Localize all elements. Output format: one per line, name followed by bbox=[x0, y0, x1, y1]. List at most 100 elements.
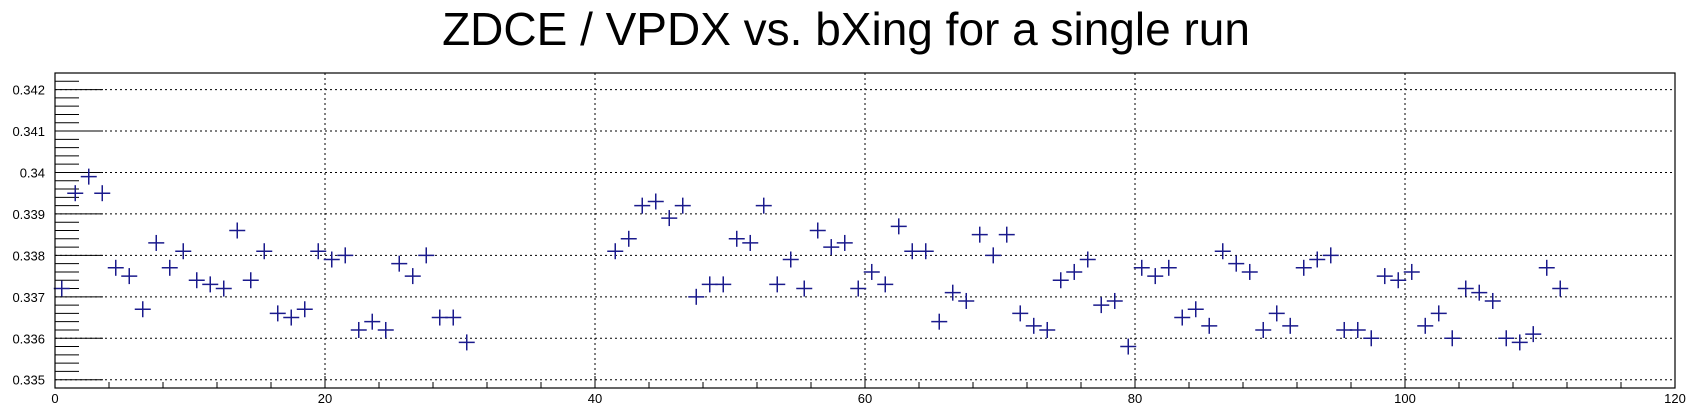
data-point bbox=[1349, 321, 1366, 338]
data-point bbox=[1268, 305, 1285, 322]
data-point bbox=[1282, 317, 1299, 334]
data-point bbox=[53, 280, 70, 297]
data-point bbox=[1363, 330, 1380, 347]
data-point bbox=[1471, 284, 1488, 301]
data-point bbox=[1228, 255, 1245, 272]
data-point bbox=[256, 243, 273, 260]
data-point bbox=[1025, 317, 1042, 334]
data-point bbox=[904, 243, 921, 260]
x-tick-label: 80 bbox=[1128, 391, 1142, 406]
data-point bbox=[1052, 272, 1069, 289]
data-point bbox=[890, 218, 907, 235]
grid-lines bbox=[55, 73, 1675, 388]
data-point bbox=[377, 321, 394, 338]
data-point bbox=[1174, 309, 1191, 326]
data-point bbox=[782, 251, 799, 268]
x-tick-label: 100 bbox=[1394, 391, 1416, 406]
data-point bbox=[674, 197, 691, 214]
axes: 0 20 40 60 80 100 120 0.335 0.336 0.337 0.338 0.339… bbox=[12, 72, 1686, 406]
data-point bbox=[958, 292, 975, 309]
data-point bbox=[161, 259, 178, 276]
data-point bbox=[931, 313, 948, 330]
data-point bbox=[850, 280, 867, 297]
data-point bbox=[607, 243, 624, 260]
y-tick-label: 0.341 bbox=[12, 124, 45, 139]
data-point bbox=[242, 272, 259, 289]
data-point bbox=[1147, 268, 1164, 285]
data-point bbox=[148, 234, 165, 251]
data-point bbox=[350, 321, 367, 338]
data-point bbox=[188, 272, 205, 289]
data-point bbox=[1255, 321, 1272, 338]
y-tick-label: 0.338 bbox=[12, 248, 45, 263]
data-point bbox=[1538, 259, 1555, 276]
data-point bbox=[1417, 317, 1434, 334]
data-point bbox=[80, 168, 97, 185]
data-point bbox=[229, 222, 246, 239]
x-tick-label: 0 bbox=[51, 391, 58, 406]
x-tick-label: 40 bbox=[588, 391, 602, 406]
data-point bbox=[458, 334, 475, 351]
data-point bbox=[94, 185, 111, 202]
data-point bbox=[1066, 263, 1083, 280]
chart-title: ZDCE / VPDX vs. bXing for a single run bbox=[442, 3, 1250, 55]
x-tick-label: 120 bbox=[1664, 391, 1686, 406]
data-point bbox=[863, 263, 880, 280]
data-point bbox=[121, 268, 138, 285]
data-point bbox=[1120, 338, 1137, 355]
data-point bbox=[1322, 247, 1339, 264]
data-point bbox=[134, 301, 151, 318]
data-point bbox=[1403, 263, 1420, 280]
data-point bbox=[269, 305, 286, 322]
data-point bbox=[1444, 330, 1461, 347]
y-tick-label: 0.336 bbox=[12, 331, 45, 346]
data-point bbox=[1201, 317, 1218, 334]
data-point bbox=[823, 239, 840, 256]
data-point bbox=[647, 193, 664, 210]
data-point bbox=[755, 197, 772, 214]
data-point bbox=[917, 243, 934, 260]
data-point bbox=[796, 280, 813, 297]
y-tick-label: 0.34 bbox=[20, 165, 45, 180]
data-point bbox=[337, 247, 354, 264]
data-markers bbox=[53, 168, 1569, 355]
data-point bbox=[634, 197, 651, 214]
data-point bbox=[323, 251, 340, 268]
data-point bbox=[1552, 280, 1569, 297]
data-point bbox=[1160, 259, 1177, 276]
data-point bbox=[742, 234, 759, 251]
data-point bbox=[1093, 297, 1110, 314]
data-point bbox=[1484, 292, 1501, 309]
data-point bbox=[620, 230, 637, 247]
data-point bbox=[661, 210, 678, 227]
y-tick-label: 0.342 bbox=[12, 83, 45, 98]
data-point bbox=[391, 255, 408, 272]
data-point bbox=[688, 288, 705, 305]
plot-frame bbox=[54, 72, 1676, 389]
data-point bbox=[1525, 326, 1542, 343]
data-point bbox=[769, 276, 786, 293]
data-point bbox=[944, 284, 961, 301]
data-point bbox=[364, 313, 381, 330]
data-point bbox=[998, 226, 1015, 243]
data-point bbox=[283, 309, 300, 326]
data-point bbox=[1511, 334, 1528, 351]
data-point bbox=[1295, 259, 1312, 276]
x-tick-label: 60 bbox=[858, 391, 872, 406]
data-point bbox=[985, 247, 1002, 264]
data-point bbox=[701, 276, 718, 293]
data-point bbox=[877, 276, 894, 293]
data-point bbox=[1498, 330, 1515, 347]
data-point bbox=[728, 230, 745, 247]
data-point bbox=[67, 185, 84, 202]
data-point bbox=[1241, 263, 1258, 280]
data-point bbox=[445, 309, 462, 326]
data-point bbox=[1309, 251, 1326, 268]
data-point bbox=[418, 247, 435, 264]
data-point bbox=[404, 268, 421, 285]
data-point bbox=[1214, 243, 1231, 260]
data-point bbox=[1336, 321, 1353, 338]
y-tick-label: 0.339 bbox=[12, 207, 45, 222]
data-point bbox=[1133, 259, 1150, 276]
